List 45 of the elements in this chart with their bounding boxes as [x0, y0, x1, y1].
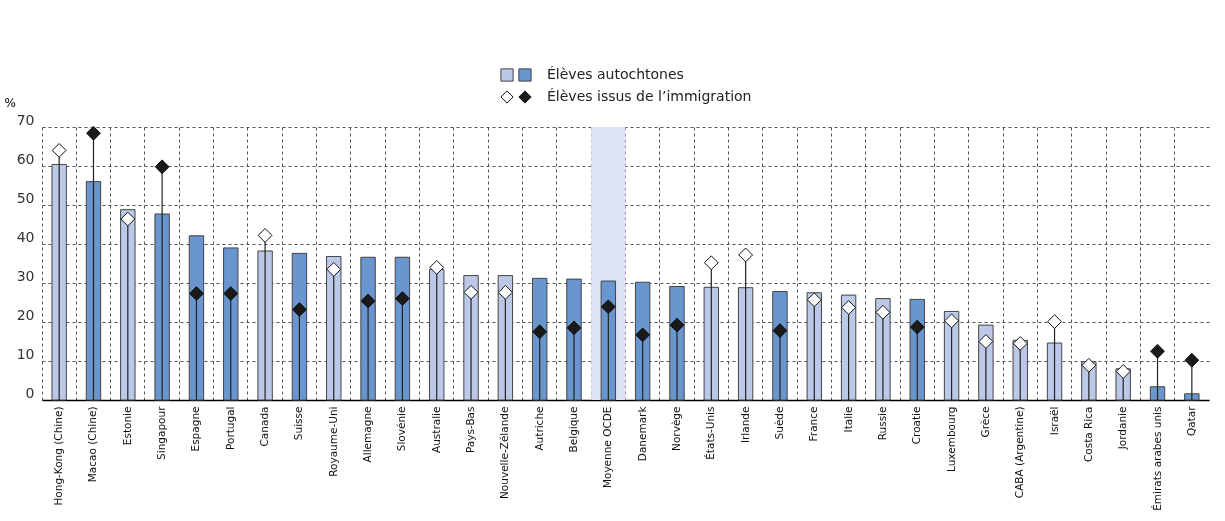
legend-label: Élèves issus de l’immigration: [547, 88, 752, 104]
x-tick-label: Macao (Chine): [86, 406, 99, 483]
x-tick-label: Qatar: [1184, 405, 1197, 437]
x-tick-label: France: [807, 406, 820, 442]
y-tick-label: 50: [16, 189, 35, 206]
x-tick-label: Irlande: [738, 406, 751, 444]
x-tick-label: Hong-Kong (Chine): [52, 406, 65, 506]
x-tick-label: Royaume-Uni: [326, 406, 339, 477]
x-tick-label: Russie: [875, 406, 888, 441]
x-tick-label: Canada: [258, 406, 271, 447]
y-tick-label: 10: [16, 345, 35, 362]
x-tick-label: Grèce: [978, 406, 991, 438]
x-tick-label: Israël: [1047, 406, 1060, 436]
x-tick-label: Nouvelle-Zélande: [498, 406, 511, 499]
x-tick-label: Moyenne OCDE: [601, 406, 614, 489]
x-tick-label: Espagne: [189, 406, 202, 452]
x-tick-label: Portugal: [223, 406, 236, 450]
x-tick-label: Italie: [841, 406, 854, 433]
y-tick-label: 40: [16, 228, 35, 245]
y-axis-title: %: [4, 95, 16, 110]
x-tick-label: Jordanie: [1116, 406, 1129, 451]
x-tick-label: Danemark: [635, 405, 648, 462]
y-tick-label: 20: [16, 306, 35, 323]
x-tick-label: Norvège: [669, 406, 682, 451]
x-tick-label: Suède: [772, 406, 785, 440]
x-tick-label: Slovénie: [395, 406, 408, 452]
x-tick-label: Costa Rica: [1081, 406, 1094, 463]
x-tick-label: Allemagne: [361, 406, 374, 463]
y-tick-label: 0: [25, 384, 35, 401]
x-tick-label: Singapour: [155, 405, 168, 460]
x-tick-label: Autriche: [532, 406, 545, 451]
x-tick-label: États-Unis: [704, 406, 717, 460]
y-tick-label: 70: [16, 111, 35, 128]
x-tick-label: Estonie: [120, 406, 133, 446]
legend-label: Élèves autochtones: [547, 66, 684, 82]
x-tick-label: Luxembourg: [944, 406, 957, 472]
x-tick-label: CABA (Argentine): [1013, 406, 1026, 499]
x-tick-label: Pays-Bas: [464, 406, 477, 454]
y-tick-label: 30: [16, 267, 35, 284]
x-tick-label: Émirats arabes unis: [1150, 406, 1163, 511]
x-tick-label: Belgique: [567, 406, 580, 453]
x-tick-label: Australie: [429, 406, 442, 453]
x-tick-label: Croatie: [910, 406, 923, 445]
y-tick-label: 60: [16, 150, 35, 167]
x-tick-label: Suisse: [292, 406, 305, 441]
